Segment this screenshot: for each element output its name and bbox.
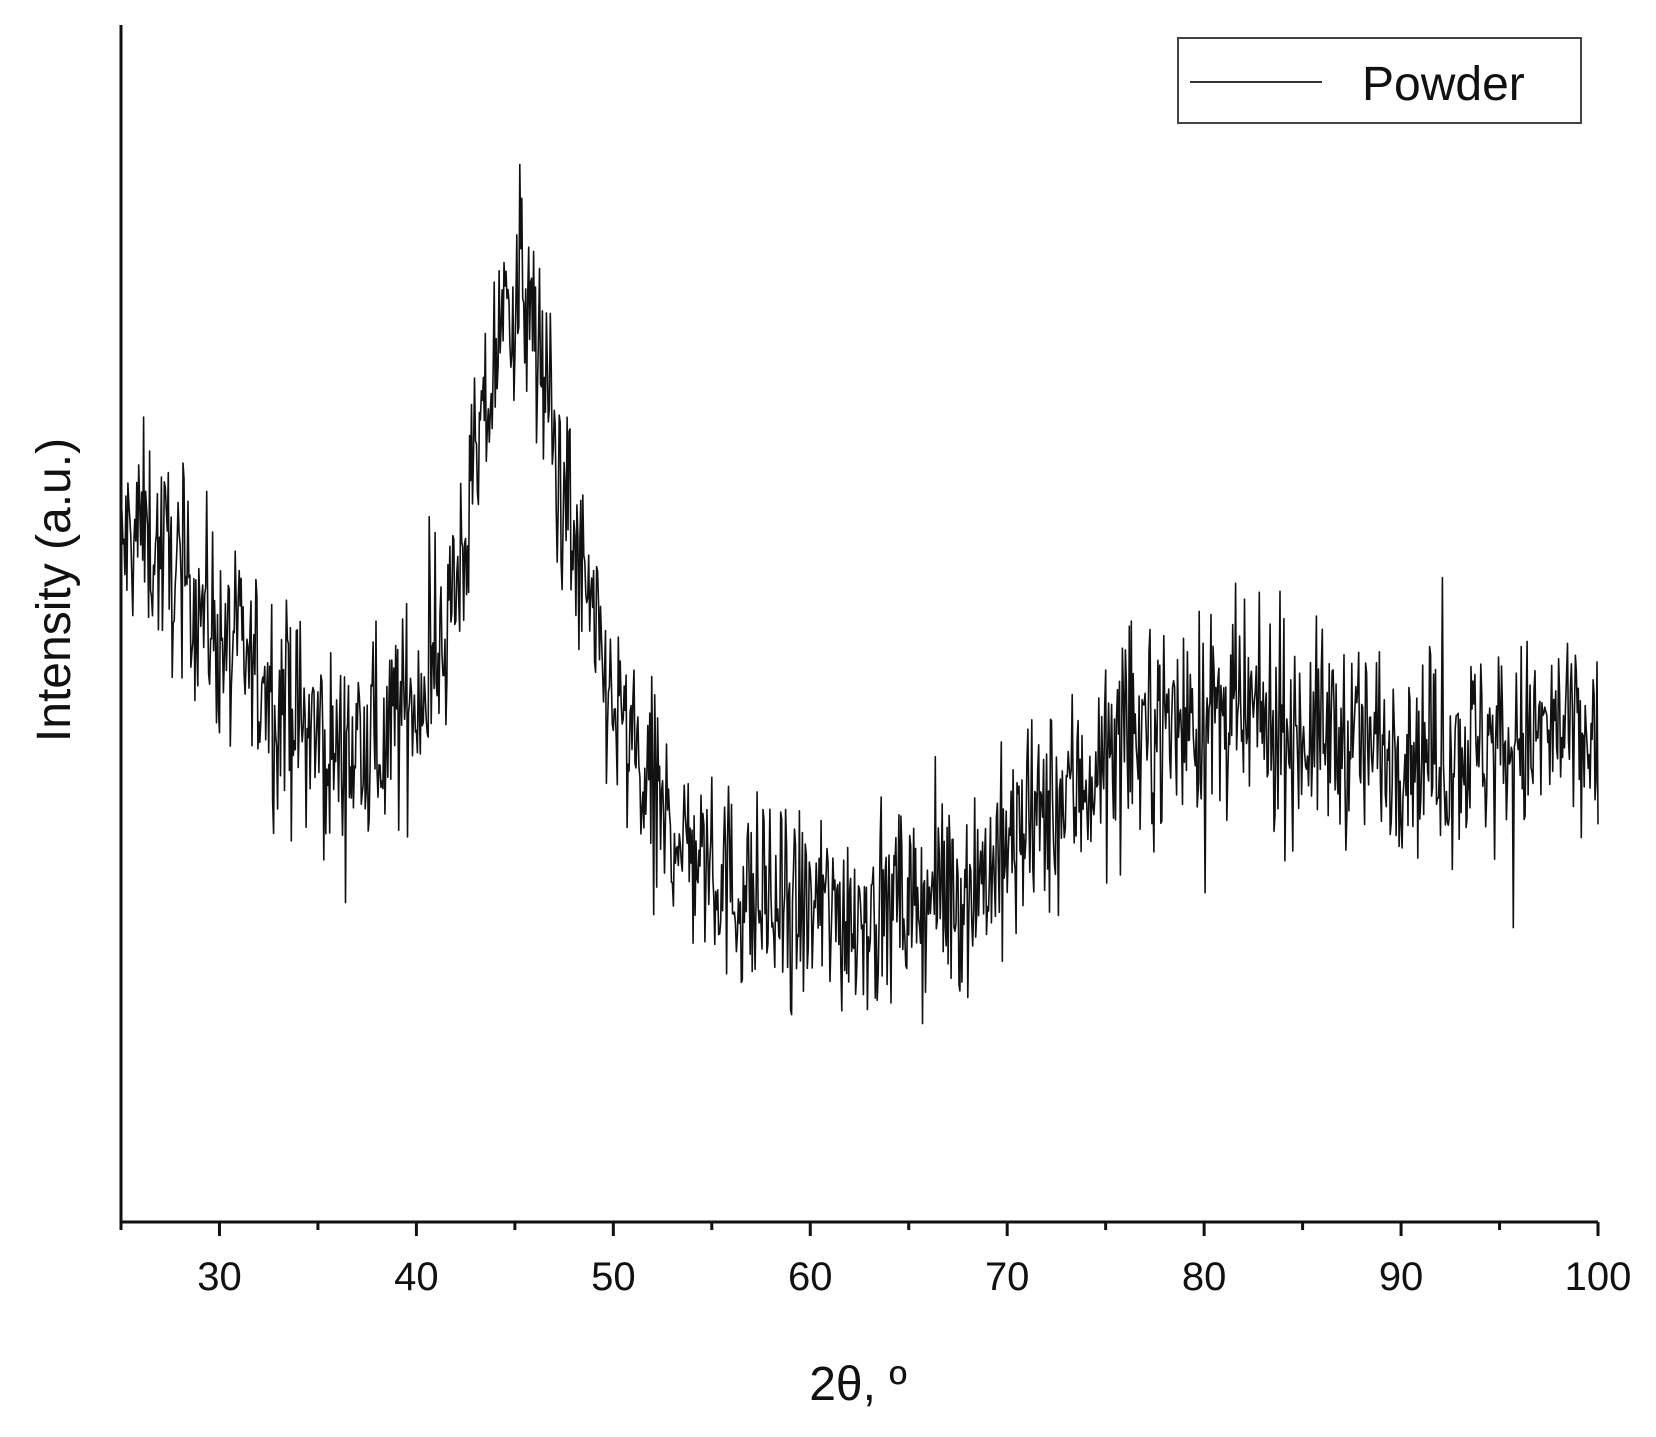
x-tick-label-80: 80	[1182, 1255, 1227, 1299]
x-tick-label-90: 90	[1379, 1255, 1424, 1299]
x-axis-title: 2θ, º	[809, 1358, 907, 1411]
x-tick-label-30: 30	[197, 1255, 242, 1299]
y-axis-title: Intensity (a.u.)	[28, 438, 81, 742]
axes	[119, 25, 1598, 1224]
x-tick-label-70: 70	[985, 1255, 1030, 1299]
x-tick-label-40: 40	[394, 1255, 439, 1299]
x-tick-label-100: 100	[1565, 1255, 1632, 1299]
plot-area	[120, 163, 1599, 1025]
x-tick-label-60: 60	[788, 1255, 833, 1299]
x-ticks: 30 40 50 60 70 80 90 100	[119, 1222, 1632, 1299]
legend-box	[1177, 37, 1582, 124]
legend: Powder	[1177, 37, 1582, 124]
x-tick-label-50: 50	[591, 1255, 636, 1299]
series-line-powder	[120, 163, 1599, 1025]
legend-label-powder: Powder	[1362, 58, 1525, 111]
